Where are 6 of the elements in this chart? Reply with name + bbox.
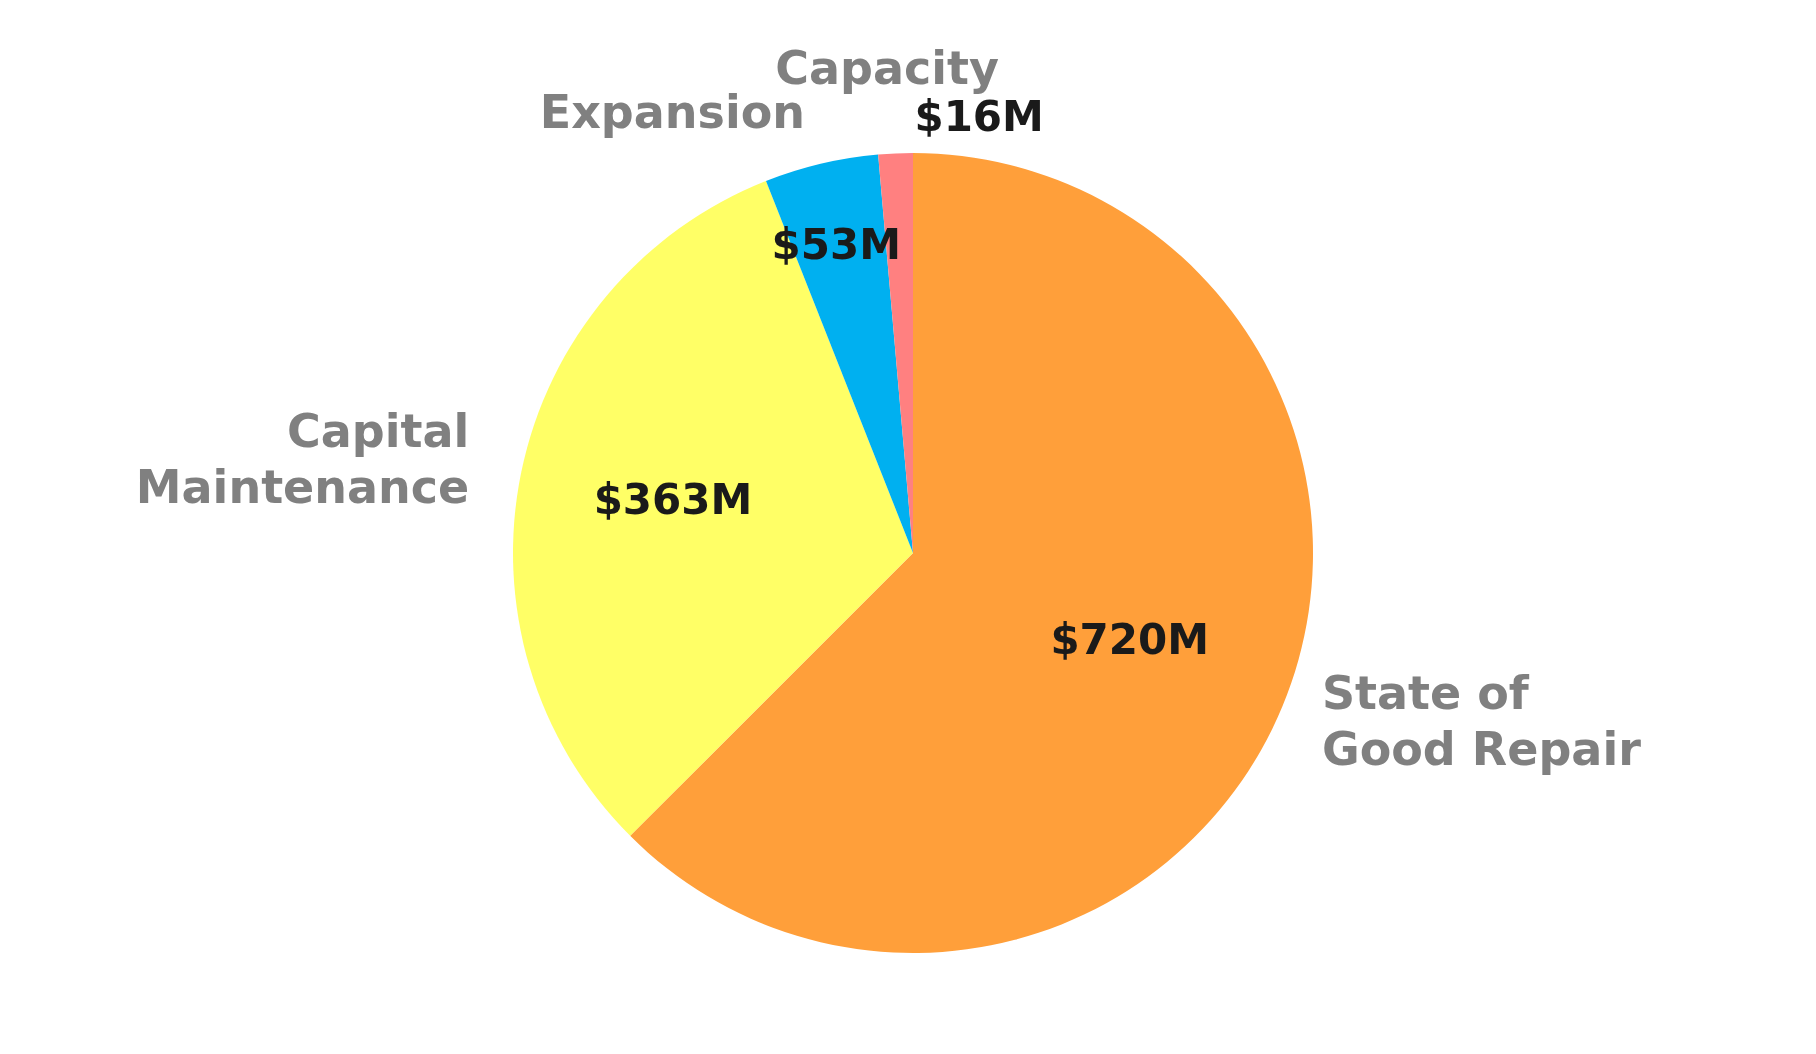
slice-label: State of Good Repair [1321,666,1642,777]
pie-slice [765,154,913,553]
slice-label: Capital Maintenance [135,404,470,515]
pie-slice [513,180,913,836]
data-label: $363M [593,474,753,524]
data-label: $720M [1050,615,1210,665]
